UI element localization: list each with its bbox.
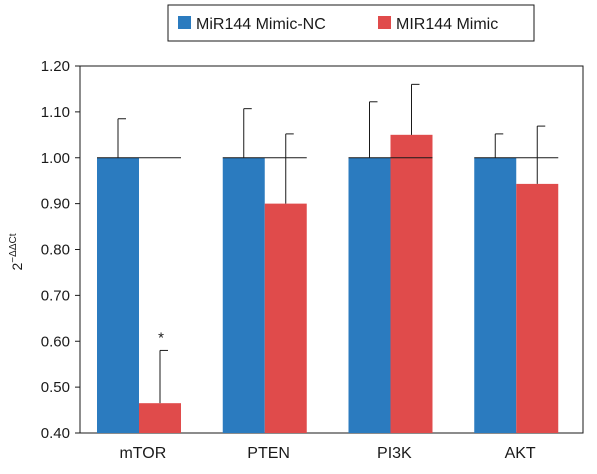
y-tick-label: 0.90	[41, 196, 70, 213]
bar-nc-mtor	[97, 157, 139, 433]
bar-mimic-akt	[516, 183, 559, 433]
y-axis-title-text: 2−ΔΔCt	[8, 233, 25, 270]
bar-nc-akt	[474, 157, 517, 433]
y-tick-label: 1.10	[41, 104, 70, 121]
y-axis-title-base: 2	[9, 263, 25, 271]
significance-marker: *	[158, 329, 164, 346]
y-tick-label: 1.00	[41, 150, 70, 167]
y-tick-label: 0.40	[41, 425, 70, 442]
y-tick-label: 1.20	[41, 58, 70, 75]
y-tick-label: 0.50	[41, 379, 70, 396]
legend: MiR144 Mimic-NC MIR144 Mimic	[167, 4, 535, 42]
bar-nc-pi3k	[348, 157, 391, 433]
legend-swatch-nc	[178, 16, 191, 29]
bar-nc-pten	[222, 157, 265, 433]
x-category-label: AKT	[505, 445, 536, 462]
y-tick-label: 0.60	[41, 333, 70, 350]
bar-mimic-mtor	[139, 403, 181, 433]
y-tick-label: 0.70	[41, 287, 70, 304]
x-category-label: PTEN	[247, 445, 290, 462]
legend-label-nc: MiR144 Mimic-NC	[196, 16, 326, 33]
legend-box	[167, 4, 535, 42]
legend-label-mimic: MIR144 Mimic	[396, 16, 498, 33]
x-category-label: mTOR	[119, 445, 166, 462]
y-axis-title-exponent: −ΔΔCt	[8, 233, 19, 262]
y-axis-title: 2−ΔΔCt	[8, 233, 25, 270]
y-tick-label: 0.80	[41, 242, 70, 259]
bar-mimic-pi3k	[390, 134, 433, 433]
legend-swatch-mimic	[378, 16, 391, 29]
bar-mimic-pten	[264, 203, 307, 433]
plot-area: 0.40 0.50 0.60 0.70 0.80 0.90 1.00 1.10 1.20 mTOR…	[41, 58, 584, 462]
x-category-label: PI3K	[377, 445, 412, 462]
